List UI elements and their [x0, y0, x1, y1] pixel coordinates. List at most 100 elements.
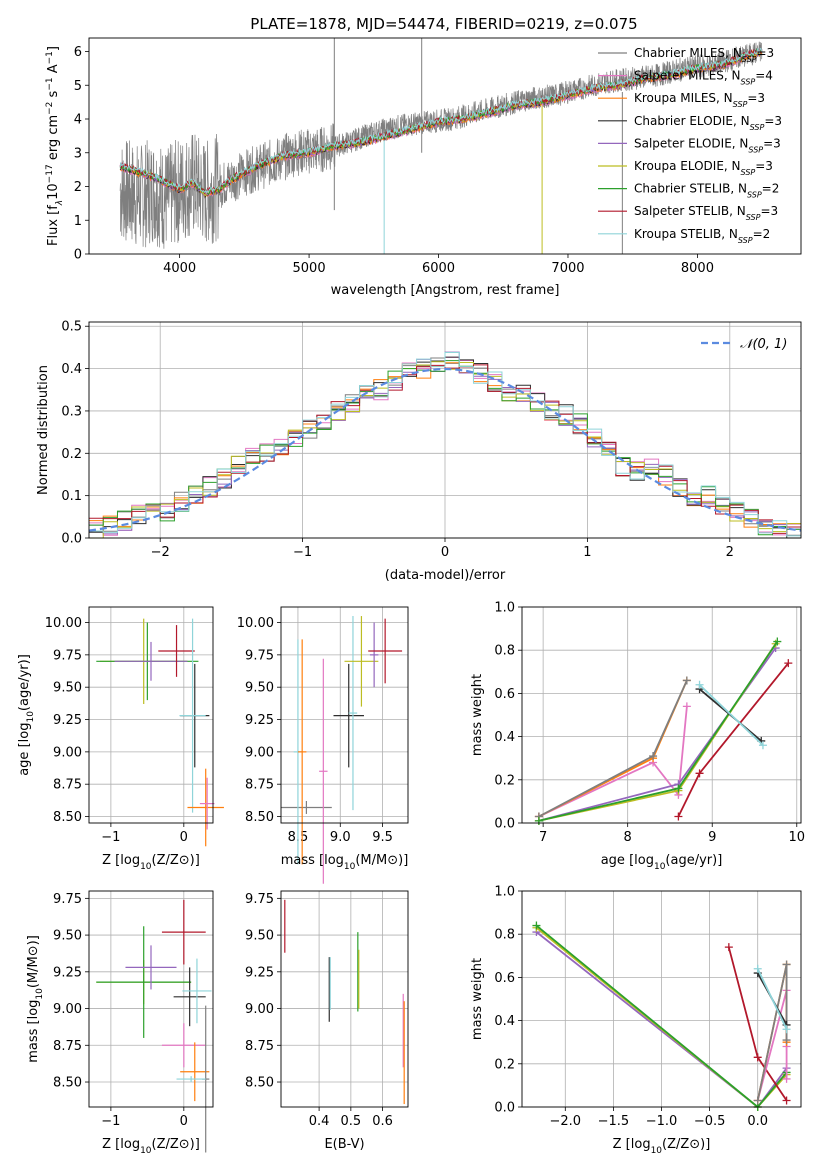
legend-entry: Chabrier STELIB, NSSP=2	[634, 182, 779, 200]
x-tick-label: 10	[788, 830, 805, 845]
legend-entry: 𝒩(0, 1)	[740, 337, 787, 352]
y-tick-label: 0.5	[61, 320, 82, 335]
axes-frame	[280, 606, 409, 824]
y-tick-label: 9.00	[245, 1002, 274, 1017]
axes-frame	[88, 890, 214, 1108]
x-axis-label: mass [log10(M/M⊙)]	[281, 853, 409, 872]
x-tick-label: 7000	[551, 261, 584, 276]
x-tick-label: 4000	[163, 261, 196, 276]
y-tick-label: 4	[74, 113, 82, 128]
y-tick-label: 8.50	[245, 810, 274, 825]
weight-point-marker	[784, 659, 793, 668]
x-tick-label: 0	[180, 1114, 188, 1129]
legend-entry: Kroupa ELODIE, NSSP=3	[634, 159, 773, 177]
x-tick-label: 7	[539, 830, 547, 845]
y-axis-label: age [log10(age/yr)]	[17, 654, 36, 776]
legend-entry: Salpeter ELODIE, NSSP=3	[634, 136, 781, 154]
y-tick-label: 8.75	[53, 778, 82, 793]
weight-vs-age-panel: 7 8 9 10 0.0 0.2 0.4 0.6 0.8 1.0 age [log10(age/yr…	[470, 601, 805, 873]
y-tick-label: 0.6	[494, 687, 515, 702]
residuals-x-label: (data-model)/error	[385, 568, 506, 583]
y-tick-label: 9.50	[245, 681, 274, 696]
y-tick-label: 9.00	[245, 745, 274, 760]
y-tick-label: 9.25	[53, 713, 82, 728]
axes-frame	[88, 321, 802, 539]
weight-point-marker	[782, 960, 791, 969]
weight-point-marker	[753, 1053, 762, 1062]
spectrum-x-label: wavelength [Angstrom, rest frame]	[331, 283, 560, 298]
x-tick-label: −2.0	[550, 1114, 582, 1129]
legend-entry: Kroupa MILES, NSSP=3	[634, 91, 765, 109]
weight-point-marker	[773, 637, 782, 646]
x-axis-label: age [log10(age/yr)]	[601, 853, 723, 872]
weight-point-marker	[674, 812, 683, 821]
weight-point-marker	[724, 943, 733, 952]
age-vs-metallicity-panel: −1 0 8.50 8.75 9.00 9.25 9.50 9.75 10.00 Z [log10…	[17, 606, 224, 872]
y-tick-label: 6	[74, 45, 82, 60]
weight-point-marker	[782, 1036, 791, 1045]
axes-frame	[280, 890, 409, 1108]
legend-entry: Salpeter MILES, NSSP=4	[634, 69, 773, 87]
y-tick-label: 9.75	[53, 892, 82, 907]
x-tick-label: 0	[441, 545, 449, 560]
y-tick-label: 8.50	[53, 810, 82, 825]
x-tick-label: 6000	[422, 261, 455, 276]
x-tick-label: 9.5	[372, 830, 393, 845]
weight-point-marker	[649, 752, 658, 761]
y-tick-label: 0.0	[494, 817, 515, 832]
y-tick-label: 9.75	[245, 892, 274, 907]
y-tick-label: 9.50	[53, 681, 82, 696]
y-tick-label: 9.50	[245, 929, 274, 944]
y-axis-label: mass weight	[470, 958, 485, 1040]
axes-frame	[521, 890, 802, 1108]
x-tick-label: 0.4	[309, 1114, 330, 1129]
x-tick-label: −1.5	[598, 1114, 630, 1129]
x-tick-label: 0	[180, 830, 188, 845]
model-fit-line	[119, 47, 763, 195]
x-tick-label: 5000	[293, 261, 326, 276]
residuals-y-label: Normed distribution	[36, 365, 51, 495]
y-tick-label: 0.4	[494, 1014, 515, 1029]
y-tick-label: 1.0	[494, 601, 515, 616]
y-axis-label: mass weight	[470, 674, 485, 756]
y-tick-label: 0.4	[494, 730, 515, 745]
weight-point-marker	[758, 741, 767, 750]
y-tick-label: 9.00	[53, 745, 82, 760]
y-tick-label: 3	[74, 146, 82, 161]
y-tick-label: 0.0	[61, 532, 82, 547]
y-tick-label: 0.3	[61, 404, 82, 419]
histogram-step-line	[89, 351, 801, 537]
weight-point-marker	[695, 769, 704, 778]
y-tick-label: 8.75	[245, 778, 274, 793]
weight-point-marker	[534, 816, 543, 825]
x-tick-label: 0.5	[341, 1114, 362, 1129]
y-tick-label: 9.00	[53, 1002, 82, 1017]
legend-entry: Chabrier MILES, NSSP=3	[634, 46, 774, 64]
y-tick-label: 9.25	[245, 965, 274, 980]
y-tick-label: 5	[74, 79, 82, 94]
weight-point-marker	[695, 680, 704, 689]
axes-frame	[521, 606, 802, 824]
y-tick-label: 8.50	[53, 1076, 82, 1091]
normal-distribution-curve	[88, 367, 802, 532]
y-tick-label: 9.25	[53, 965, 82, 980]
x-axis-label: Z [log10(Z/Z⊙)]	[613, 1137, 711, 1156]
y-tick-label: 0.8	[494, 928, 515, 943]
weight-point-marker	[753, 1096, 762, 1105]
axes-frame	[88, 606, 214, 824]
x-tick-label: 9	[708, 830, 716, 845]
x-tick-label: 0.6	[372, 1114, 393, 1129]
y-tick-label: 0.2	[494, 773, 515, 788]
y-tick-label: 10.00	[45, 616, 82, 631]
x-tick-label: 8	[624, 830, 632, 845]
weight-point-marker	[753, 964, 762, 973]
weight-point-marker	[682, 676, 691, 685]
legend-entry: Salpeter STELIB, NSSP=3	[634, 204, 778, 222]
weight-series-line	[756, 968, 788, 1030]
weight-series-line	[538, 706, 688, 818]
spectrum-panel: 4000 5000 6000 7000 8000 0 1 2 3 4 5 6 wavelength [A…	[45, 37, 802, 298]
spectrum-title: PLATE=1878, MJD=54474, FIBERID=0219, z=0…	[250, 15, 637, 33]
weight-point-marker	[782, 1096, 791, 1105]
y-tick-label: 0.1	[61, 489, 82, 504]
